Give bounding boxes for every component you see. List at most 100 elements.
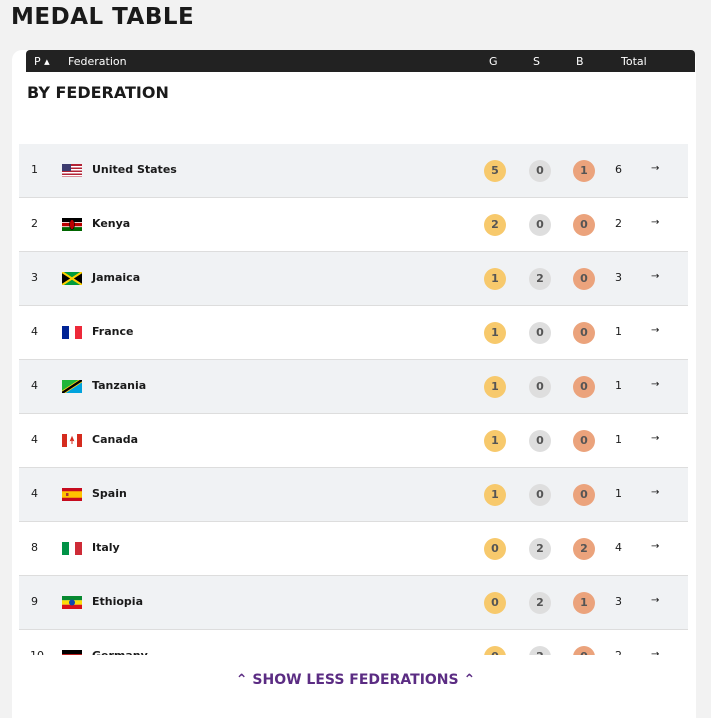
col-federation: Federation [68,55,127,68]
col-p[interactable]: P ▴ [34,55,50,68]
rank: 3 [31,271,38,284]
gold-medal: 1 [484,376,506,398]
silver-medal: 0 [529,430,551,452]
table-row: 4 Canada 1 0 0 1 → [19,414,688,468]
bronze-medal: 0 [573,430,595,452]
button-label[interactable]: SHOW LESS FEDERATIONS [252,672,459,688]
silver-medal: 2 [529,592,551,614]
flag [62,326,82,339]
table-row: 10 Germany 0 2 0 2 → [19,630,688,655]
federation-name: Jamaica [92,271,141,284]
gold-medal: 0 [484,646,506,655]
rank: 10 [30,649,44,655]
show-less-button[interactable]: ⌃ SHOW LESS FEDERATIONS ⌃ [235,672,476,688]
total: 3 [615,595,622,608]
flag [62,272,82,285]
total: 3 [615,271,622,284]
total: 6 [615,163,622,176]
rank: 4 [31,379,38,392]
flag [62,218,82,231]
gold-medal: 1 [484,484,506,506]
silver-medal: 0 [529,214,551,236]
flag [62,434,82,447]
page-title: MEDAL TABLE [11,4,195,30]
bronze-medal: 0 [573,376,595,398]
row-arrow[interactable]: → [651,163,660,174]
flag [62,650,82,655]
gold-medal: 5 [484,160,506,182]
silver-medal: 2 [529,646,551,655]
rank: 1 [31,163,38,176]
silver-medal: 0 [529,160,551,182]
row-arrow[interactable]: → [651,487,660,498]
table-row: 4 Spain 1 0 0 1 → [19,468,688,522]
flag [62,488,82,501]
total: 1 [615,379,622,392]
bronze-medal: 0 [573,646,595,655]
row-arrow[interactable]: → [651,433,660,444]
federation-name: France [92,325,134,338]
col-label[interactable]: P [34,55,41,68]
bronze-medal: 2 [573,538,595,560]
bronze-medal: 0 [573,268,595,290]
header-bar: P ▴ Federation G S B Total [26,50,695,72]
bronze-medal: 1 [573,160,595,182]
row-arrow[interactable]: → [651,325,660,336]
bronze-medal: 0 [573,322,595,344]
total: 2 [615,217,622,230]
rank: 9 [31,595,38,608]
federation-name: Spain [92,487,127,500]
gold-medal: 0 [484,592,506,614]
rank: 2 [31,217,38,230]
col-total: Total [621,55,647,68]
table-row: 3 Jamaica 1 2 0 3 → [19,252,688,306]
flag [62,542,82,555]
federation-name: Canada [92,433,139,446]
silver-medal: 2 [529,538,551,560]
rows: 1 United States 5 0 1 6 → 2 Kenya 2 0 0 2 → 3 Jamaica 1 2… [19,144,688,655]
row-arrow[interactable]: → [651,649,660,655]
row-arrow[interactable]: → [651,595,660,606]
total: 4 [615,541,622,554]
col-s: S [533,55,540,68]
silver-medal: 2 [529,268,551,290]
gold-medal: 0 [484,538,506,560]
table-row: 8 Italy 0 2 2 4 → [19,522,688,576]
rank: 4 [31,433,38,446]
gold-medal: 1 [484,322,506,344]
row-arrow[interactable]: → [651,379,660,390]
silver-medal: 0 [529,376,551,398]
flag [62,164,82,177]
table-row: 9 Ethiopia 0 2 1 3 → [19,576,688,630]
gold-medal: 1 [484,430,506,452]
table-row: 1 United States 5 0 1 6 → [19,144,688,198]
total: 1 [615,487,622,500]
federation-name: Germany [92,649,148,655]
total: 2 [615,649,622,655]
col-b: B [576,55,584,68]
federation-name: Ethiopia [92,595,143,608]
bronze-medal: 0 [573,484,595,506]
subtitle: BY FEDERATION [27,83,169,102]
total: 1 [615,433,622,446]
row-arrow[interactable]: → [651,541,660,552]
rank: 4 [31,325,38,338]
table-row: 4 Tanzania 1 0 0 1 → [19,360,688,414]
gold-medal: 2 [484,214,506,236]
rank: 4 [31,487,38,500]
bronze-medal: 0 [573,214,595,236]
federation-name: Italy [92,541,120,554]
silver-medal: 0 [529,484,551,506]
federation-name: Tanzania [92,379,147,392]
federation-name: United States [92,163,177,176]
rank: 8 [31,541,38,554]
table-row: 2 Kenya 2 0 0 2 → [19,198,688,252]
col-g: G [489,55,498,68]
flag [62,380,82,393]
silver-medal: 0 [529,322,551,344]
table-row: 4 France 1 0 0 1 → [19,306,688,360]
row-arrow[interactable]: → [651,217,660,228]
row-arrow[interactable]: → [651,271,660,282]
bronze-medal: 1 [573,592,595,614]
